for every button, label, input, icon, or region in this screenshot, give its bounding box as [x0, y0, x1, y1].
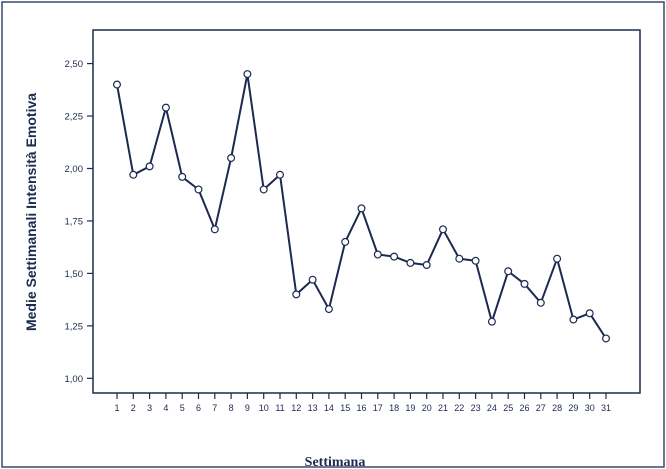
x-tick-label: 29: [568, 403, 578, 413]
series-layer: [112, 70, 610, 343]
x-tick-label: 21: [438, 403, 448, 413]
x-tick-label: 23: [471, 403, 481, 413]
x-tick-label: 13: [308, 403, 318, 413]
plot-area: [92, 29, 641, 394]
x-tick-label: 4: [163, 403, 168, 413]
data-point-27: [536, 298, 545, 307]
data-point-9: [243, 70, 252, 79]
data-point-26: [520, 279, 529, 288]
data-point-17: [373, 250, 382, 259]
data-point-6: [194, 185, 203, 194]
x-tick-label: 8: [229, 403, 234, 413]
data-point-15: [341, 237, 350, 246]
x-axis-label: Settimana: [305, 455, 366, 469]
data-point-29: [569, 315, 578, 324]
x-tick-label: 18: [389, 403, 399, 413]
data-point-3: [145, 162, 154, 171]
x-tick-label: 30: [585, 403, 595, 413]
data-point-31: [601, 334, 610, 343]
y-tick-label: 2,00: [65, 164, 84, 175]
x-tick-label: 6: [196, 403, 201, 413]
x-tick-label: 3: [147, 403, 152, 413]
y-tick-label: 1,50: [65, 269, 84, 280]
y-tick-label: 2,50: [65, 59, 84, 70]
y-axis-label: Medie Settimanali Intensità Emotiva: [23, 93, 39, 331]
x-tick-label: 2: [131, 403, 136, 413]
data-point-20: [422, 261, 431, 270]
x-tick-label: 27: [536, 403, 546, 413]
x-tick-label: 20: [422, 403, 432, 413]
x-tick-label: 14: [324, 403, 334, 413]
y-tick-label: 2,25: [65, 112, 84, 123]
data-point-30: [585, 309, 594, 318]
data-point-5: [178, 172, 187, 181]
data-point-22: [455, 254, 464, 263]
y-tick-label: 1,00: [65, 374, 84, 385]
data-point-16: [357, 204, 366, 213]
data-point-8: [227, 153, 236, 162]
data-point-19: [406, 258, 415, 267]
x-tick-label: 26: [519, 403, 529, 413]
x-tick-label: 24: [487, 403, 497, 413]
x-tick-label: 22: [454, 403, 464, 413]
x-tick-label: 1: [114, 403, 119, 413]
data-point-14: [324, 305, 333, 314]
x-tick-label: 5: [180, 403, 185, 413]
y-tick-label: 1,25: [65, 321, 84, 332]
data-point-21: [439, 225, 448, 234]
x-tick-label: 16: [356, 403, 366, 413]
data-point-13: [308, 275, 317, 284]
data-point-2: [129, 170, 138, 179]
x-tick-label: 12: [291, 403, 301, 413]
x-tick-label: 25: [503, 403, 513, 413]
y-axis: 1,00 1,25 1,50 1,75 2,00 2,25 2,50: [65, 59, 93, 385]
data-point-7: [210, 225, 219, 234]
x-tick-label: 9: [245, 403, 250, 413]
data-point-28: [553, 254, 562, 263]
x-tick-label: 17: [373, 403, 383, 413]
data-point-4: [161, 103, 170, 112]
data-point-10: [259, 185, 268, 194]
data-point-23: [471, 256, 480, 265]
x-axis: 1 2 3 4 5 6 7 8 9 10 11 12 13 14 15 16 17 18 19 20 21 22 23 24 2…: [114, 393, 611, 413]
x-tick-label: 11: [275, 403, 284, 413]
y-tick-label: 1,75: [65, 216, 84, 227]
x-tick-label: 28: [552, 403, 562, 413]
data-point-1: [112, 80, 121, 89]
data-point-11: [276, 170, 285, 179]
x-tick-label: 10: [259, 403, 269, 413]
data-point-24: [487, 317, 496, 326]
x-tick-label: 19: [405, 403, 415, 413]
x-tick-label: 7: [212, 403, 217, 413]
x-tick-label: 31: [601, 403, 611, 413]
data-point-12: [292, 290, 301, 299]
data-point-18: [390, 252, 399, 261]
x-tick-label: 15: [340, 403, 350, 413]
data-point-25: [504, 267, 513, 276]
